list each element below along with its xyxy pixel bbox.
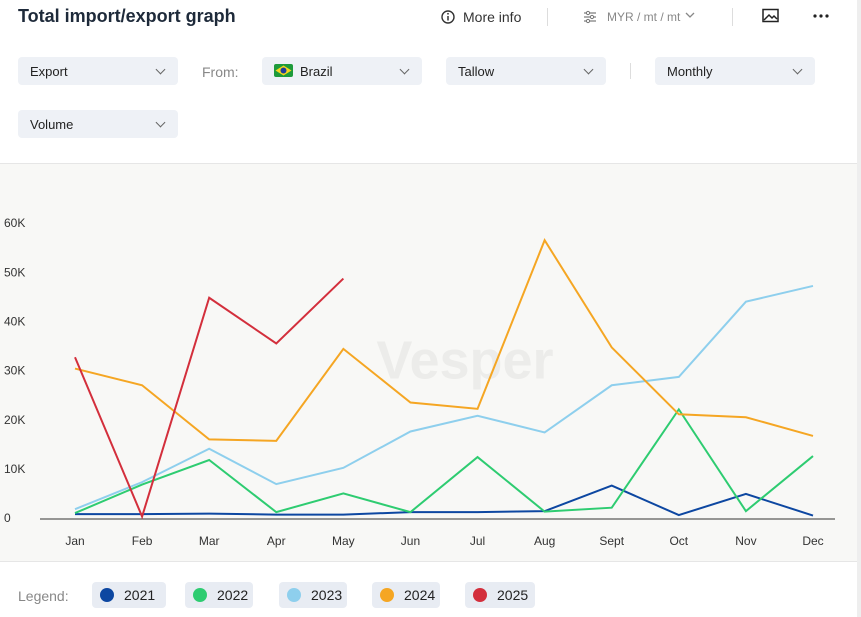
watermark: Vesper: [376, 330, 553, 390]
x-tick-label: Sept: [599, 534, 624, 548]
title: Total import/export graph: [18, 6, 236, 26]
units[interactable]: MYR / mt / mt: [607, 10, 681, 24]
legend-swatch: [380, 588, 394, 602]
series-line: [74, 407, 814, 515]
legend-text: 2021: [124, 587, 156, 603]
legend-text: 2024: [404, 587, 436, 603]
x-tick-label: Mar: [199, 534, 220, 548]
flag: [274, 64, 293, 77]
legend-swatch: [193, 588, 207, 602]
legend-swatch: [100, 588, 114, 602]
legend-text: 2023: [311, 587, 343, 603]
series-line: [74, 238, 814, 442]
flow-dropdown[interactable]: Export: [18, 57, 178, 85]
product-dropdown[interactable]: Tallow: [446, 57, 606, 85]
x-tick-label: Nov: [735, 534, 756, 548]
chart: Vesper 0 10K 20K 30K 40K 50K 60K Jan Feb Mar Apr Ma…: [4, 216, 835, 548]
measure-dropdown[interactable]: Volume: [18, 110, 178, 138]
x-tick-label: Feb: [132, 534, 153, 548]
y-tick-label: 10K: [4, 462, 25, 476]
x-tick-label: Aug: [534, 534, 555, 548]
x-tick-label: Jul: [470, 534, 485, 548]
info-icon: [441, 10, 455, 24]
legend-item[interactable]: 2024: [372, 582, 440, 608]
y-tick-label: 60K: [4, 216, 25, 230]
legend-swatch: [287, 588, 301, 602]
period-dropdown[interactable]: Monthly: [655, 57, 815, 85]
series-line: [75, 484, 814, 517]
legend-label: Legend:: [18, 588, 69, 604]
more-info[interactable]: More info: [463, 9, 522, 25]
x-tick-label: Dec: [802, 534, 823, 548]
from-value: Brazil: [300, 64, 333, 79]
chart-area: Vesper 0 10K 20K 30K 40K 50K 60K Jan Feb Mar Apr Ma…: [0, 163, 857, 562]
from-label: From:: [202, 64, 239, 80]
y-tick-label: 0: [4, 511, 11, 525]
legend-text: 2022: [217, 587, 249, 603]
x-tick-label: Oct: [669, 534, 688, 548]
legend-item[interactable]: 2021: [92, 582, 166, 608]
x-tick-label: Jun: [401, 534, 420, 548]
settings-icon: [584, 10, 596, 24]
series-line: [74, 277, 345, 520]
y-tick-label: 50K: [4, 265, 25, 279]
legend-item[interactable]: 2023: [279, 582, 347, 608]
series-line: [74, 284, 814, 511]
divider: [630, 63, 631, 79]
from-dropdown[interactable]: Brazil: [262, 57, 422, 85]
x-tick-label: Apr: [267, 534, 286, 548]
legend-item[interactable]: 2025: [465, 582, 535, 608]
divider: [547, 8, 548, 26]
legend-text: 2025: [497, 587, 529, 603]
image-icon[interactable]: [762, 8, 779, 23]
divider: [732, 8, 733, 26]
chevron: [685, 12, 695, 18]
legend-swatch: [473, 588, 487, 602]
y-tick-label: 20K: [4, 413, 25, 427]
y-tick-label: 30K: [4, 364, 25, 378]
x-tick-label: Jan: [65, 534, 84, 548]
more-icon[interactable]: [813, 14, 829, 18]
y-tick-label: 40K: [4, 315, 25, 329]
x-tick-label: May: [332, 534, 355, 548]
legend-item[interactable]: 2022: [185, 582, 253, 608]
